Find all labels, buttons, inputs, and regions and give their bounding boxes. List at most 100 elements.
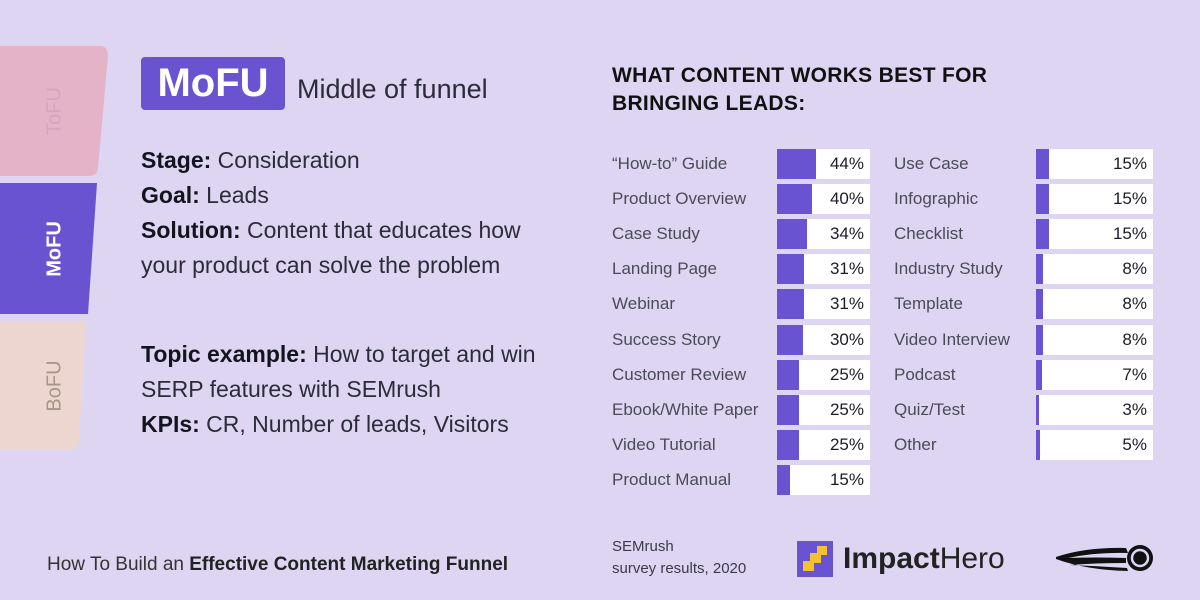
category-label: Product Overview [612, 189, 747, 209]
bar-track: 8% [1036, 289, 1153, 320]
bar-track: 25% [777, 359, 870, 390]
topic-details: Topic example: How to target and win SER… [141, 337, 561, 442]
bar-value-label: 5% [1122, 434, 1147, 454]
chart-row: Product Overview 40% [612, 184, 870, 215]
bar [777, 184, 813, 215]
category-label: Ebook/White Paper [612, 399, 759, 419]
bar [777, 394, 799, 425]
funnel-tab-bofu: BoFU [0, 322, 110, 450]
chart-row: Other 5% [894, 429, 1153, 460]
funnel-tab-label: MoFU [43, 220, 66, 277]
bar-track: 31% [777, 254, 870, 285]
bar [777, 359, 799, 390]
category-label: Success Story [612, 329, 721, 349]
bar-track: 40% [777, 184, 870, 215]
funnel-tab-tofu: ToFU [0, 46, 110, 176]
stage-badge: MoFU [141, 57, 285, 110]
category-label: Checklist [894, 224, 963, 244]
footer-title: How To Build an Effective Content Market… [47, 554, 509, 575]
chart-row: Infographic 15% [894, 184, 1153, 215]
bar [777, 149, 816, 179]
funnel-tab-label: BoFU [43, 360, 66, 412]
category-label: Customer Review [612, 364, 747, 384]
bar-value-label: 40% [829, 189, 864, 209]
bar-track: 5% [1036, 429, 1153, 460]
bar-value-label: 15% [829, 469, 864, 489]
bar-track: 25% [777, 394, 870, 425]
goal-line: Goal: Leads [141, 182, 269, 208]
chart-row: Landing Page 31% [612, 254, 870, 285]
bar-track: 15% [777, 464, 870, 495]
category-label: Landing Page [612, 259, 717, 279]
chart-row: Customer Review 25% [612, 359, 870, 390]
bar-track: 15% [1036, 219, 1153, 250]
stage-subtitle: Middle of funnel [297, 74, 488, 104]
bar [1036, 149, 1050, 179]
impact-hero-icon [797, 541, 833, 577]
bar [1036, 254, 1044, 285]
chart-row: Checklist 15% [894, 219, 1153, 250]
chart-title: WHAT CONTENT WORKS BEST FOR BRINGING LEA… [612, 64, 988, 115]
bar [777, 219, 807, 250]
bar [777, 289, 805, 320]
bar [777, 464, 791, 495]
chart-row: Industry Study 8% [894, 254, 1153, 285]
bar [1036, 429, 1041, 460]
bar [1036, 324, 1044, 355]
bar-track: 8% [1036, 254, 1153, 285]
bar-value-label: 8% [1122, 329, 1147, 349]
bar [1036, 394, 1039, 425]
bar-value-label: 3% [1122, 399, 1147, 419]
bar-track: 31% [777, 289, 870, 320]
category-label: Use Case [894, 154, 969, 173]
chart-row: Success Story 30% [612, 324, 870, 355]
stage-line: Stage: Consideration [141, 147, 360, 173]
chart-row: Product Manual 15% [612, 464, 870, 495]
solution-line: Solution: Content that educates how your… [141, 217, 521, 278]
bar-track: 30% [777, 324, 870, 355]
bar-value-label: 8% [1122, 259, 1147, 279]
category-label: Product Manual [612, 469, 732, 489]
bar [1036, 359, 1043, 390]
bar-track: 34% [777, 219, 870, 250]
chart-row: Ebook/White Paper 25% [612, 394, 870, 425]
bar [777, 429, 799, 460]
stage-details: Stage: Consideration Goal: Leads Solutio… [141, 143, 561, 283]
bar-track: 15% [1036, 149, 1153, 179]
category-label: Template [894, 294, 963, 314]
category-label: Video Tutorial [612, 434, 716, 454]
semrush-fireball-icon [1056, 545, 1153, 571]
bar-value-label: 25% [829, 434, 864, 454]
topic-line: Topic example: How to target and win SER… [141, 341, 536, 402]
chart-row: Quiz/Test 3% [894, 394, 1153, 425]
bar-track: 8% [1036, 324, 1153, 355]
category-label: Podcast [894, 364, 956, 384]
category-label: Industry Study [894, 259, 1003, 279]
funnel-tab-mofu: MoFU [0, 183, 110, 314]
bar-value-label: 30% [829, 329, 864, 349]
bar [777, 254, 805, 285]
bar [1036, 219, 1050, 250]
category-label: Infographic [894, 189, 979, 209]
bar-track: 44% [777, 149, 870, 179]
chart-row: Video Interview 8% [894, 324, 1153, 355]
bar-track: 25% [777, 429, 870, 460]
kpi-line: KPIs: CR, Number of leads, Visitors [141, 411, 509, 437]
category-label: Quiz/Test [894, 399, 965, 419]
bar-value-label: 15% [1112, 224, 1147, 244]
category-label: Case Study [612, 224, 700, 244]
source-note: SEMrush survey results, 2020 [612, 538, 747, 577]
bar-value-label: 8% [1122, 294, 1147, 314]
bar-value-label: 25% [829, 364, 864, 384]
category-label: “How-to” Guide [612, 154, 728, 173]
bar-value-label: 31% [829, 259, 864, 279]
funnel-tab-label: ToFU [43, 87, 66, 135]
chart-row: Case Study 34% [612, 219, 870, 250]
bar [1036, 184, 1050, 215]
bar [1036, 289, 1044, 320]
chart-row: “How-to” Guide 44% [612, 149, 870, 179]
bar-value-label: 15% [1112, 189, 1147, 209]
bar-value-label: 44% [829, 154, 864, 173]
bar-track: 15% [1036, 184, 1153, 215]
bar-value-label: 15% [1112, 154, 1147, 173]
